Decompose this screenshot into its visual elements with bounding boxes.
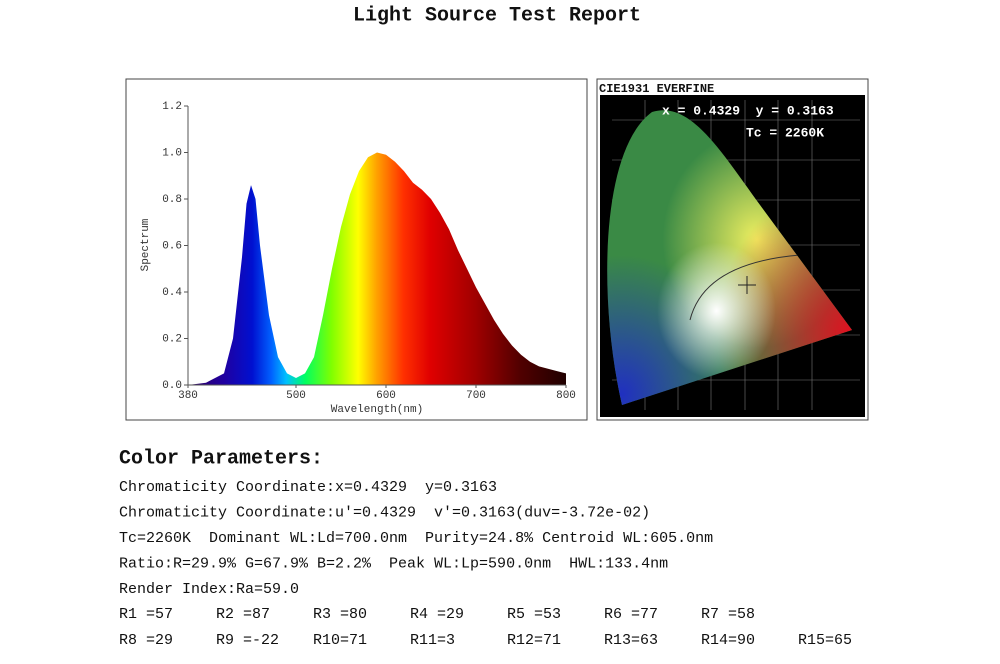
spectrum-area <box>188 152 566 385</box>
render-index: R9 =-22 <box>216 632 279 649</box>
y-tick-label: 0.4 <box>162 287 182 299</box>
x-tick-label: 600 <box>376 390 396 402</box>
render-index: R3 =80 <box>313 606 367 623</box>
param-line: Render Index:Ra=59.0 <box>119 581 299 598</box>
y-axis-label: Spectrum <box>140 218 152 271</box>
x-tick-label: 500 <box>286 390 306 402</box>
y-tick-label: 0.2 <box>162 333 182 345</box>
param-line: Ratio:R=29.9% G=67.9% B=2.2% Peak WL:Lp=… <box>119 555 668 572</box>
render-index: R14=90 <box>701 632 755 649</box>
cie-title: CIE1931 EVERFINE <box>599 82 714 96</box>
render-index: R6 =77 <box>604 606 658 623</box>
render-index: R10=71 <box>313 632 367 649</box>
param-line: Chromaticity Coordinate:x=0.4329 y=0.316… <box>119 479 497 496</box>
render-index: R7 =58 <box>701 606 755 623</box>
cie-coordinates: x = 0.4329 y = 0.3163 <box>662 103 834 118</box>
y-tick-label: 0.6 <box>162 240 182 252</box>
render-index: R2 =87 <box>216 606 270 623</box>
y-tick-label: 1.2 <box>162 101 182 113</box>
x-tick-label: 380 <box>178 390 198 402</box>
x-tick-label: 700 <box>466 390 486 402</box>
y-tick-label: 1.0 <box>162 147 182 159</box>
cie-marker <box>738 276 756 294</box>
report-title: Light Source Test Report <box>353 4 641 27</box>
render-index: R4 =29 <box>410 606 464 623</box>
render-index: R15=65 <box>798 632 852 649</box>
y-tick-label: 0.0 <box>162 380 182 392</box>
render-index: R12=71 <box>507 632 561 649</box>
x-tick-label: 800 <box>556 390 576 402</box>
render-index: R1 =57 <box>119 606 173 623</box>
param-line: Chromaticity Coordinate:u'=0.4329 v'=0.3… <box>119 504 650 521</box>
render-index: R5 =53 <box>507 606 561 623</box>
render-index: R11=3 <box>410 632 455 649</box>
x-axis-label: Wavelength(nm) <box>331 404 423 416</box>
param-line: Tc=2260K Dominant WL:Ld=700.0nm Purity=2… <box>119 530 713 547</box>
render-index: R8 =29 <box>119 632 173 649</box>
y-tick-label: 0.8 <box>162 194 182 206</box>
params-heading: Color Parameters: <box>119 447 323 470</box>
cie-tc: Tc = 2260K <box>746 125 824 140</box>
params: Chromaticity Coordinate:x=0.4329 y=0.316… <box>119 479 852 649</box>
spectrum-chart: 0.0 0.2 0.4 0.6 0.8 1.0 1.2 380 500 600 700 800 Wave… <box>140 101 576 416</box>
render-index: R13=63 <box>604 632 658 649</box>
